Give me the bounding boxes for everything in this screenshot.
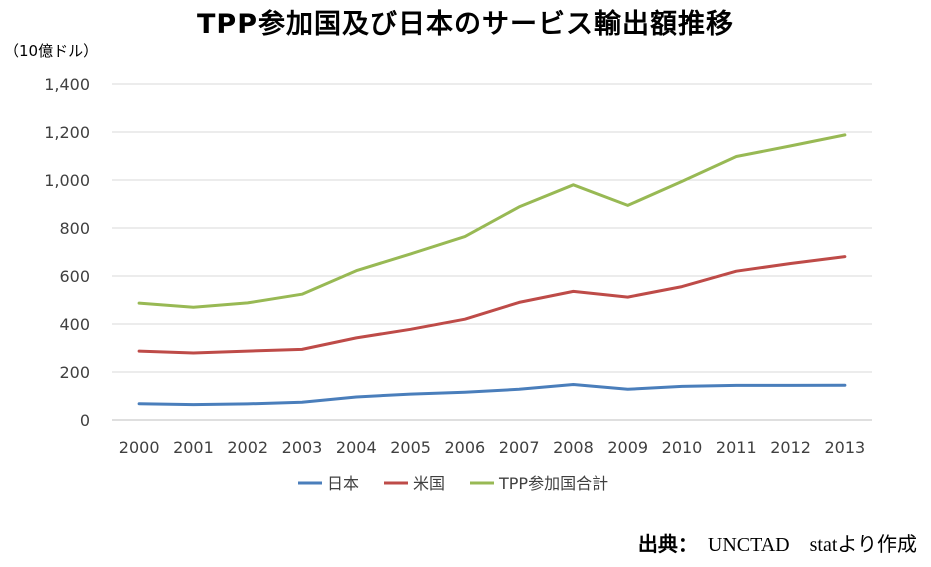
x-tick-label: 2001 [173,438,214,457]
y-tick-label: 1,400 [44,75,90,94]
y-tick-label: 800 [59,219,90,238]
y-axis-unit-label: （10億ドル） [4,42,99,60]
x-tick-label: 2002 [227,438,268,457]
y-tick-label: 400 [59,315,90,334]
y-tick-label: 600 [59,267,90,286]
x-tick-label: 2006 [444,438,485,457]
y-tick-label: 200 [59,363,90,382]
legend-label-0: 日本 [327,474,359,493]
y-tick-label: 1,000 [44,171,90,190]
source-prefix: 出典： [637,532,698,556]
x-tick-label: 2009 [607,438,648,457]
y-tick-label: 0 [80,411,90,430]
gridlines [112,83,872,421]
y-axis-ticks: 0 200 400 600 800 1,000 1,200 1,400 [44,75,90,430]
series-line-1 [137,255,847,355]
x-tick-label: 2013 [824,438,865,457]
y-tick-label: 1,200 [44,123,90,142]
x-tick-label: 2000 [119,438,160,457]
x-tick-label: 2011 [716,438,757,457]
x-tick-label: 2003 [282,438,323,457]
series-lines [137,133,847,407]
x-tick-label: 2005 [390,438,431,457]
source-text: UNCTAD statより作成 [707,534,917,556]
series-line-0 [137,383,847,407]
x-tick-label: 2012 [770,438,811,457]
legend: 日本 米国 TPP参加国合計 [298,474,608,493]
legend-label-2: TPP参加国合計 [498,474,608,493]
source-note: 出典： UNCTAD statより作成 [638,528,917,557]
legend-label-1: 米国 [413,474,445,493]
x-tick-label: 2008 [553,438,594,457]
series-line-2 [137,133,847,309]
x-tick-label: 2004 [336,438,377,457]
chart-title: TPP参加国及び日本のサービス輸出額推移 [197,9,734,40]
x-axis-ticks: 2000 2001 2002 2003 2004 2005 2006 2007 2008 2009… [119,438,865,457]
x-tick-label: 2007 [499,438,540,457]
x-tick-label: 2010 [662,438,703,457]
